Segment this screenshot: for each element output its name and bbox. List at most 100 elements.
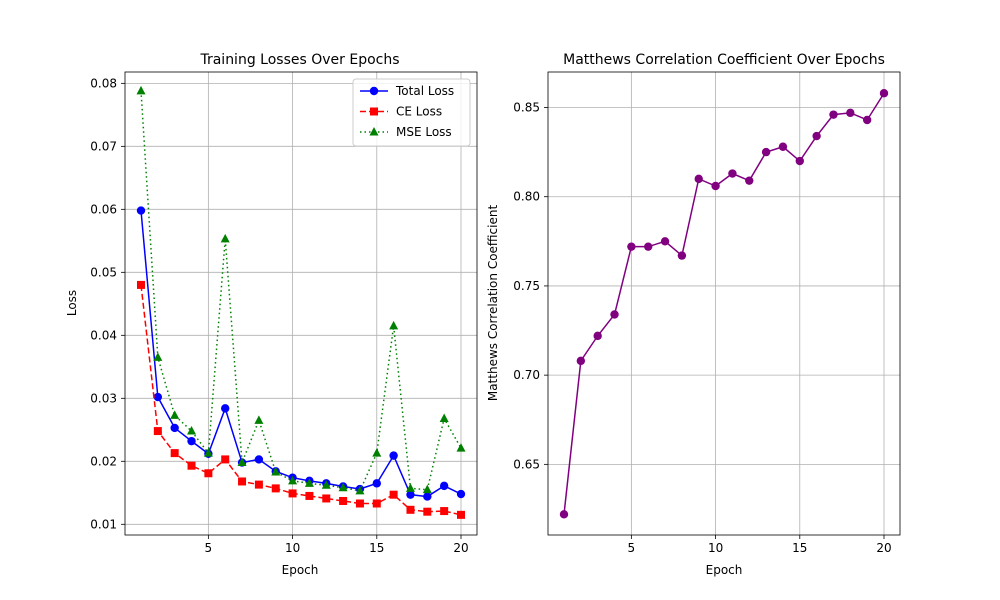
grid xyxy=(548,72,900,535)
data-point xyxy=(355,485,365,495)
data-point xyxy=(389,451,398,460)
loss-chart-ylabel: Loss xyxy=(65,290,79,316)
data-point xyxy=(187,461,196,470)
data-point xyxy=(440,507,449,516)
data-point xyxy=(457,510,465,519)
data-point xyxy=(136,206,146,215)
data-point xyxy=(153,392,163,402)
x-tick-label: 15 xyxy=(792,541,807,555)
y-tick-label: 0.04 xyxy=(90,328,117,342)
x-tick-label: 20 xyxy=(876,541,891,555)
legend: Total Loss CE Loss MSE Loss xyxy=(352,78,471,147)
data-point xyxy=(593,331,602,341)
data-point xyxy=(187,426,197,435)
data-point xyxy=(576,356,586,366)
data-point xyxy=(254,480,263,489)
data-point xyxy=(423,492,432,501)
y-tick-label: 0.01 xyxy=(90,517,117,531)
data-point xyxy=(559,510,569,519)
legend-box xyxy=(352,78,471,147)
mcc-chart: Matthews Correlation Coefficient Over Ep… xyxy=(486,52,901,577)
x-tick-label: 10 xyxy=(285,541,300,555)
loss-chart-title: Training Losses Over Epochs xyxy=(199,52,399,68)
data-point xyxy=(204,469,213,478)
data-point xyxy=(321,480,331,489)
y-tick-label: 0.07 xyxy=(90,139,117,153)
data-point xyxy=(170,410,180,419)
grid xyxy=(125,72,477,535)
data-point xyxy=(254,455,264,464)
x-tick-label: 5 xyxy=(205,541,213,555)
data-point xyxy=(271,467,281,476)
series-ce-loss xyxy=(137,280,465,519)
y-tick-label: 0.70 xyxy=(513,368,540,382)
data-point xyxy=(879,89,889,98)
data-point xyxy=(778,142,788,151)
y-tick-label: 0.85 xyxy=(513,101,540,115)
data-point xyxy=(610,310,619,319)
data-point xyxy=(389,320,399,330)
data-point xyxy=(660,237,670,246)
data-point xyxy=(220,233,230,243)
mcc-chart-xlabel: Epoch xyxy=(706,563,743,577)
data-point xyxy=(237,457,247,467)
mcc-chart-title: Matthews Correlation Coefficient Over Ep… xyxy=(563,52,885,68)
y-tick-label: 0.75 xyxy=(513,279,540,293)
data-point xyxy=(677,251,687,260)
data-point xyxy=(203,448,213,457)
series-line xyxy=(563,92,885,515)
data-point xyxy=(137,280,145,289)
data-point xyxy=(338,482,348,492)
legend-label: Total Loss xyxy=(395,84,454,98)
legend-marker xyxy=(369,86,379,96)
data-point xyxy=(170,423,179,433)
data-point xyxy=(304,478,314,487)
data-point xyxy=(153,352,163,361)
data-point xyxy=(355,499,364,508)
y-tick-label: 0.05 xyxy=(90,265,117,279)
mcc-chart-ylabel: Matthews Correlation Coefficient xyxy=(486,205,500,402)
data-point xyxy=(153,427,162,436)
data-point xyxy=(406,505,415,514)
data-point xyxy=(439,413,449,422)
series-line xyxy=(140,90,462,492)
data-point xyxy=(711,181,720,191)
data-point xyxy=(761,147,771,157)
data-point xyxy=(288,489,297,498)
legend-marker xyxy=(370,107,378,116)
data-point xyxy=(423,507,432,516)
data-point xyxy=(745,176,754,185)
data-point xyxy=(422,484,432,494)
data-point xyxy=(288,475,298,485)
y-tick-label: 0.06 xyxy=(90,202,117,216)
x-tick-label: 15 xyxy=(369,541,384,555)
series-mcc xyxy=(559,89,889,519)
y-tick-label: 0.80 xyxy=(513,190,540,204)
data-point xyxy=(221,455,230,464)
y-tick-label: 0.03 xyxy=(90,391,117,405)
data-point xyxy=(728,169,737,178)
data-point xyxy=(372,479,381,488)
data-point xyxy=(627,242,636,251)
data-point xyxy=(456,489,466,499)
data-point xyxy=(305,491,314,500)
loss-chart: Training Losses Over Epochs Epoch Loss 5… xyxy=(65,52,478,577)
legend-label: MSE Loss xyxy=(396,125,452,139)
series-mse-loss xyxy=(136,85,466,495)
legend-marker xyxy=(369,127,379,136)
data-point xyxy=(795,156,804,166)
data-point xyxy=(812,131,821,141)
plot-frame xyxy=(547,71,901,536)
data-point xyxy=(136,85,146,95)
plot-frame xyxy=(124,71,478,536)
y-tick-label: 0.02 xyxy=(90,454,117,468)
data-point xyxy=(644,242,653,251)
x-tick-label: 10 xyxy=(708,541,723,555)
y-tick-label: 0.08 xyxy=(90,76,117,90)
data-point xyxy=(221,404,230,413)
loss-chart-xlabel: Epoch xyxy=(282,563,319,577)
data-point xyxy=(339,496,348,505)
legend-label: CE Loss xyxy=(396,105,442,119)
x-tick-label: 5 xyxy=(628,541,636,555)
